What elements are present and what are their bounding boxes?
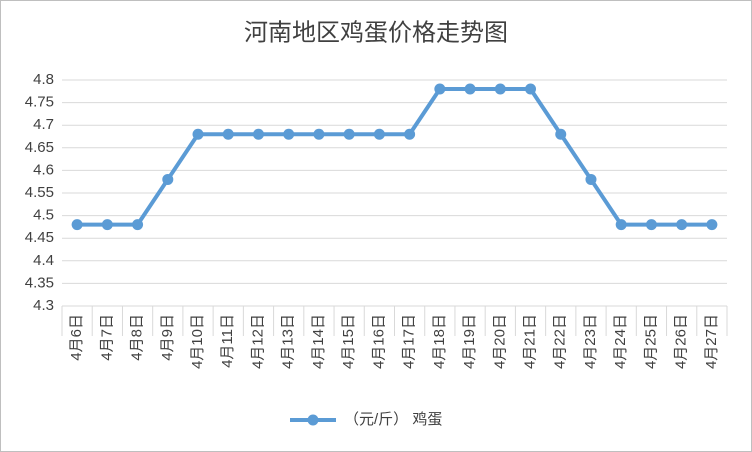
point <box>313 128 325 140</box>
y-tick-label: 4.8 <box>33 71 54 88</box>
point <box>373 128 385 140</box>
legend-label: （元/斤） 鸡蛋 <box>344 411 442 428</box>
y-tick-label: 4.45 <box>25 229 54 246</box>
x-tick-label: 4月21日 <box>521 314 538 369</box>
y-tick-label: 4.4 <box>33 252 54 269</box>
x-tick-label: 4月19日 <box>461 314 478 369</box>
x-tick-label: 4月23日 <box>582 314 599 369</box>
y-tick-label: 4.35 <box>25 274 54 291</box>
point <box>615 219 627 231</box>
y-tick-label: 4.65 <box>25 139 54 156</box>
x-tick-label: 4月10日 <box>189 314 206 369</box>
y-tick-label: 4.55 <box>25 184 54 201</box>
point <box>555 128 567 140</box>
point <box>404 128 416 140</box>
x-tick-label: 4月20日 <box>491 314 508 369</box>
point <box>101 219 113 231</box>
point <box>252 128 264 140</box>
x-tick-label: 4月12日 <box>249 314 266 369</box>
point <box>162 173 174 185</box>
point <box>585 173 597 185</box>
x-tick-label: 4月26日 <box>673 314 690 369</box>
x-tick-label: 4月17日 <box>401 314 418 369</box>
point <box>525 83 537 95</box>
y-tick-label: 4.5 <box>33 207 54 224</box>
x-tick-label: 4月22日 <box>552 314 569 369</box>
point <box>132 219 144 231</box>
point <box>676 219 688 231</box>
y-tick-label: 4.75 <box>25 94 54 111</box>
point <box>494 83 506 95</box>
point <box>343 128 355 140</box>
legend-marker <box>307 414 319 426</box>
x-tick-label: 4月8日 <box>129 314 146 361</box>
point <box>434 83 446 95</box>
point <box>222 128 234 140</box>
point <box>706 219 718 231</box>
y-tick-label: 4.7 <box>33 116 54 133</box>
point <box>645 219 657 231</box>
y-tick-label: 4.6 <box>33 161 54 178</box>
x-tick-label: 4月18日 <box>431 314 448 369</box>
x-tick-label: 4月25日 <box>642 314 659 369</box>
point <box>192 128 204 140</box>
point <box>283 128 295 140</box>
x-tick-label: 4月9日 <box>159 314 176 361</box>
chart-title: 河南地区鸡蛋价格走势图 <box>244 19 508 46</box>
point <box>71 219 83 231</box>
point <box>464 83 476 95</box>
x-tick-label: 4月16日 <box>370 314 387 369</box>
x-tick-label: 4月15日 <box>340 314 357 369</box>
x-tick-label: 4月11日 <box>219 314 236 368</box>
y-tick-label: 4.3 <box>33 297 54 314</box>
x-tick-label: 4月14日 <box>310 314 327 369</box>
x-tick-label: 4月13日 <box>280 314 297 369</box>
series-line <box>77 87 712 227</box>
x-tick-label: 4月24日 <box>612 314 629 369</box>
x-tick-label: 4月7日 <box>98 314 115 361</box>
x-tick-label: 4月27日 <box>703 314 720 369</box>
x-tick-label: 4月6日 <box>68 314 85 361</box>
